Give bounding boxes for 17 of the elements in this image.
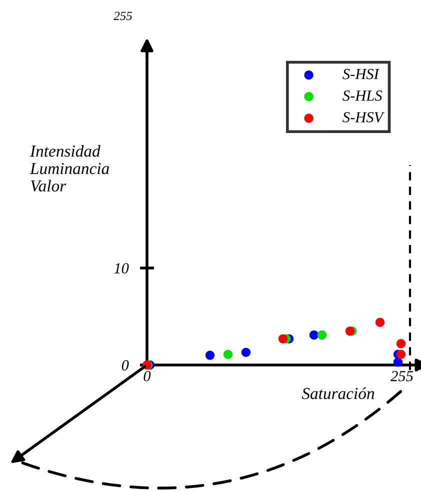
y-tick-label: 10 bbox=[114, 263, 129, 274]
text: 255 bbox=[114, 12, 132, 20]
point bbox=[223, 350, 233, 359]
legend-label: S-HSI bbox=[342, 68, 380, 80]
point bbox=[317, 330, 327, 340]
legend-label: S-HLS bbox=[342, 90, 382, 101]
point bbox=[393, 357, 403, 367]
point bbox=[205, 350, 215, 360]
point bbox=[309, 330, 319, 340]
point bbox=[396, 339, 406, 348]
point bbox=[278, 334, 288, 344]
point bbox=[396, 350, 406, 359]
x-axis-title: Saturación bbox=[302, 387, 374, 400]
y-axis-title: Intensidad Luminancia Valor bbox=[30, 145, 110, 192]
point bbox=[375, 318, 385, 327]
legend-label: S-HSV bbox=[342, 112, 385, 122]
point bbox=[241, 348, 251, 358]
